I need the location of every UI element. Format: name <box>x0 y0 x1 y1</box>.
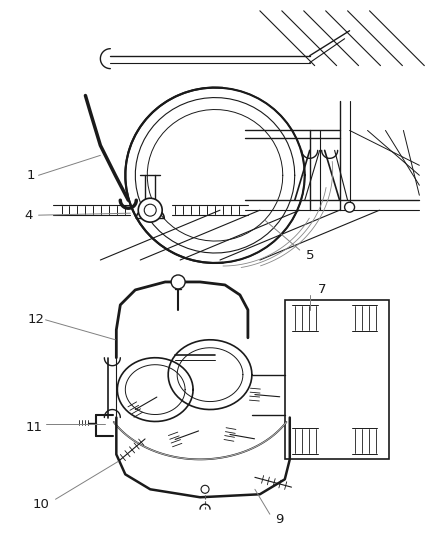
Text: 10: 10 <box>32 498 49 511</box>
Text: 11: 11 <box>25 421 42 434</box>
Text: 12: 12 <box>27 313 44 326</box>
Text: 1: 1 <box>26 169 35 182</box>
Circle shape <box>138 198 162 222</box>
Circle shape <box>201 486 209 493</box>
Text: 9: 9 <box>276 513 284 526</box>
Circle shape <box>345 202 355 212</box>
Circle shape <box>171 275 185 289</box>
Text: 7: 7 <box>318 284 326 296</box>
Text: 4: 4 <box>25 208 33 222</box>
Polygon shape <box>285 300 389 459</box>
Text: 5: 5 <box>305 248 314 262</box>
Circle shape <box>144 204 156 216</box>
